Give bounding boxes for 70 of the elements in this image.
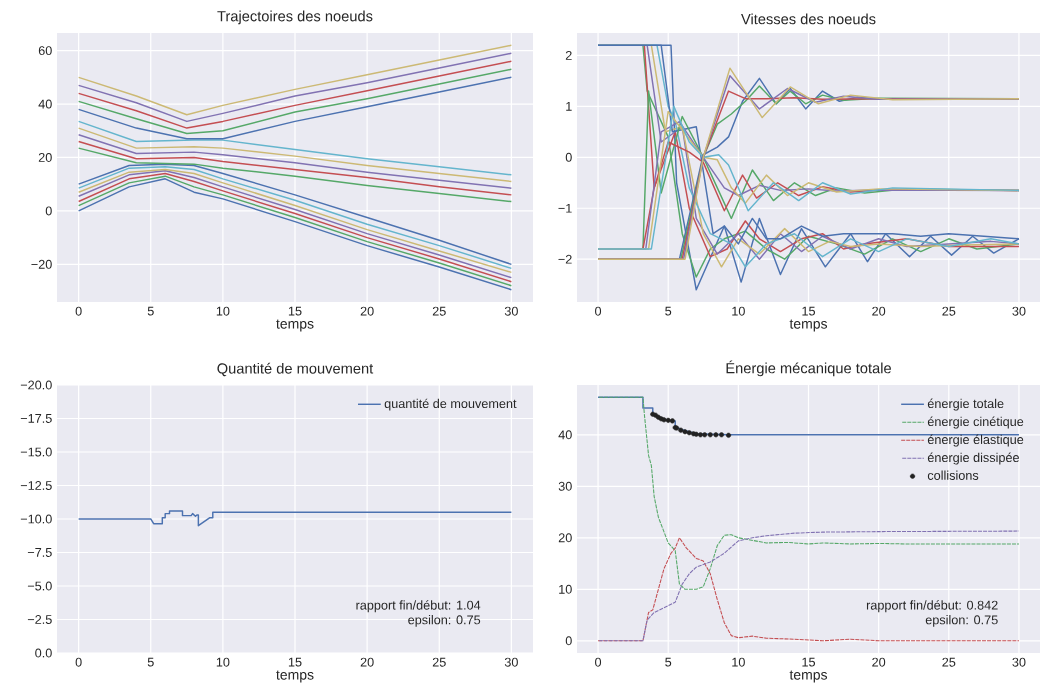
y-tick-label: −20.0: [20, 380, 52, 390]
x-axis-title: temps: [789, 670, 828, 683]
x-tick-label: 25: [432, 306, 446, 316]
chart-title: Quantité de mouvement: [217, 362, 374, 377]
x-tick-label: 15: [802, 306, 816, 316]
y-tick-label: 2: [565, 50, 572, 60]
x-axis-title: temps: [276, 319, 314, 332]
x-tick-label: 20: [872, 306, 886, 316]
x-tick-label: 0: [595, 306, 602, 316]
annotation: rapport fin/début: 1.04: [356, 600, 481, 613]
y-tick-label: −5.0: [27, 581, 52, 591]
x-tick-label: 15: [288, 306, 302, 316]
x-tick-label: 10: [216, 306, 230, 316]
y-tick-label: −10.0: [20, 514, 52, 524]
x-tick-label: 20: [360, 657, 374, 667]
x-tick-label: 15: [288, 657, 302, 667]
y-tick-label: 30: [558, 481, 572, 491]
annotation: rapport fin/début: 0.842: [866, 600, 998, 613]
y-tick-label: 0: [565, 636, 572, 646]
legend-label: énergie élastique: [927, 434, 1024, 447]
y-tick-label: 20: [558, 533, 572, 543]
x-tick-label: 30: [1012, 306, 1026, 316]
annotation: epsilon: 0.75: [925, 615, 998, 627]
y-tick-label: 10: [559, 584, 572, 594]
x-tick-label: 0: [75, 657, 82, 667]
y-tick-label: −17.5: [20, 414, 52, 423]
annotation: epsilon: 0.75: [408, 615, 481, 627]
x-tick-label: 10: [732, 306, 745, 316]
legend-label: énergie cinétique: [927, 416, 1024, 429]
legend-label: collisions: [927, 470, 979, 480]
y-tick-label: −1: [558, 203, 572, 213]
y-tick-label: −12.5: [20, 481, 52, 490]
chart-title: Vitesses des noeuds: [741, 13, 876, 25]
x-tick-label: 5: [665, 657, 672, 667]
chart-title: Trajectoires des noeuds: [217, 10, 373, 25]
y-tick-label: 0.0: [35, 648, 52, 658]
y-tick-label: −20: [31, 259, 52, 269]
y-tick-label: 40: [38, 99, 52, 109]
x-tick-label: 30: [504, 306, 518, 316]
x-tick-label: 30: [1012, 657, 1026, 667]
x-tick-label: 10: [732, 657, 745, 667]
y-tick-label: −7.5: [27, 548, 52, 557]
y-tick-label: −2: [558, 254, 572, 264]
x-tick-label: 5: [665, 306, 672, 316]
x-tick-label: 25: [942, 657, 956, 667]
x-tick-label: 10: [216, 657, 230, 667]
x-tick-label: 20: [360, 306, 374, 316]
y-tick-label: 0: [45, 206, 52, 216]
y-tick-label: 1: [566, 101, 572, 111]
y-tick-label: 0: [565, 152, 572, 162]
y-tick-label: 40: [558, 430, 572, 440]
y-tick-label: −2.5: [27, 615, 52, 624]
x-axis-title: temps: [276, 670, 314, 683]
x-tick-label: 5: [147, 657, 154, 667]
chart-title: Énergie mécanique totale: [726, 360, 891, 377]
x-tick-label: 25: [942, 306, 956, 316]
legend-label: énergie totale: [927, 398, 1004, 411]
x-tick-label: 20: [872, 657, 886, 667]
x-tick-label: 25: [432, 657, 446, 667]
x-tick-label: 5: [147, 306, 154, 316]
legend-label: énergie dissipée: [927, 452, 1019, 465]
x-tick-label: 15: [802, 657, 816, 667]
y-tick-label: 60: [38, 46, 52, 56]
y-tick-label: 20: [38, 152, 52, 162]
x-tick-label: 30: [504, 657, 518, 667]
x-axis-title: temps: [789, 319, 828, 332]
x-tick-label: 0: [75, 306, 82, 316]
x-tick-label: 0: [595, 657, 602, 667]
legend-label: quantité de mouvement: [384, 398, 517, 411]
y-tick-label: −15.0: [20, 447, 52, 457]
